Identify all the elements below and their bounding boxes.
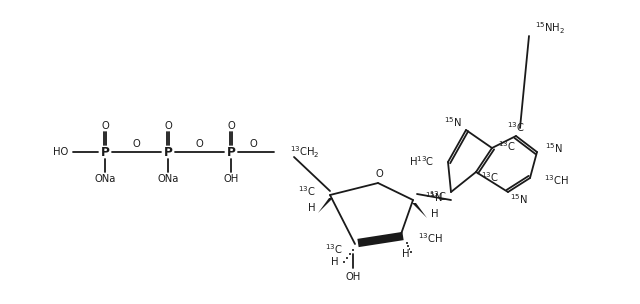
Text: H$^{13}$C: H$^{13}$C: [409, 154, 434, 168]
Text: $^{13}$C: $^{13}$C: [429, 189, 447, 203]
Polygon shape: [412, 203, 427, 218]
Text: $^{13}$C: $^{13}$C: [325, 242, 343, 256]
Text: $^{15}$N: $^{15}$N: [510, 192, 528, 206]
Text: H: H: [403, 249, 410, 259]
Text: $^{13}$C: $^{13}$C: [507, 120, 525, 134]
Text: P: P: [227, 146, 236, 158]
Polygon shape: [318, 198, 333, 213]
Text: O: O: [227, 121, 235, 131]
Text: $^{13}$C: $^{13}$C: [481, 170, 499, 184]
Text: $^{13}$CH$_2$: $^{13}$CH$_2$: [290, 144, 319, 160]
Text: P: P: [100, 146, 109, 158]
Text: O: O: [375, 169, 383, 179]
Text: P: P: [164, 146, 172, 158]
Text: $^{13}$C: $^{13}$C: [298, 184, 316, 198]
Text: $^{13}$CH: $^{13}$CH: [418, 231, 443, 245]
Text: H: H: [332, 257, 339, 267]
Text: ONa: ONa: [94, 174, 116, 184]
Text: O: O: [249, 139, 257, 149]
Text: O: O: [132, 139, 140, 149]
Text: O: O: [196, 139, 204, 149]
Text: H: H: [308, 203, 316, 213]
Text: $^{13}$CH: $^{13}$CH: [544, 173, 569, 187]
Text: O: O: [101, 121, 109, 131]
Text: $^{15}$N: $^{15}$N: [444, 115, 462, 129]
Text: OH: OH: [346, 272, 360, 282]
Text: ONa: ONa: [157, 174, 179, 184]
Text: $^{15}$N: $^{15}$N: [425, 190, 443, 204]
Text: H: H: [431, 209, 439, 219]
Text: $^{15}$NH$_2$: $^{15}$NH$_2$: [535, 20, 564, 36]
Text: $^{15}$N: $^{15}$N: [545, 141, 563, 155]
Text: HO: HO: [52, 147, 68, 157]
Text: OH: OH: [223, 174, 239, 184]
Text: O: O: [164, 121, 172, 131]
Text: $^{13}$C: $^{13}$C: [498, 139, 516, 153]
